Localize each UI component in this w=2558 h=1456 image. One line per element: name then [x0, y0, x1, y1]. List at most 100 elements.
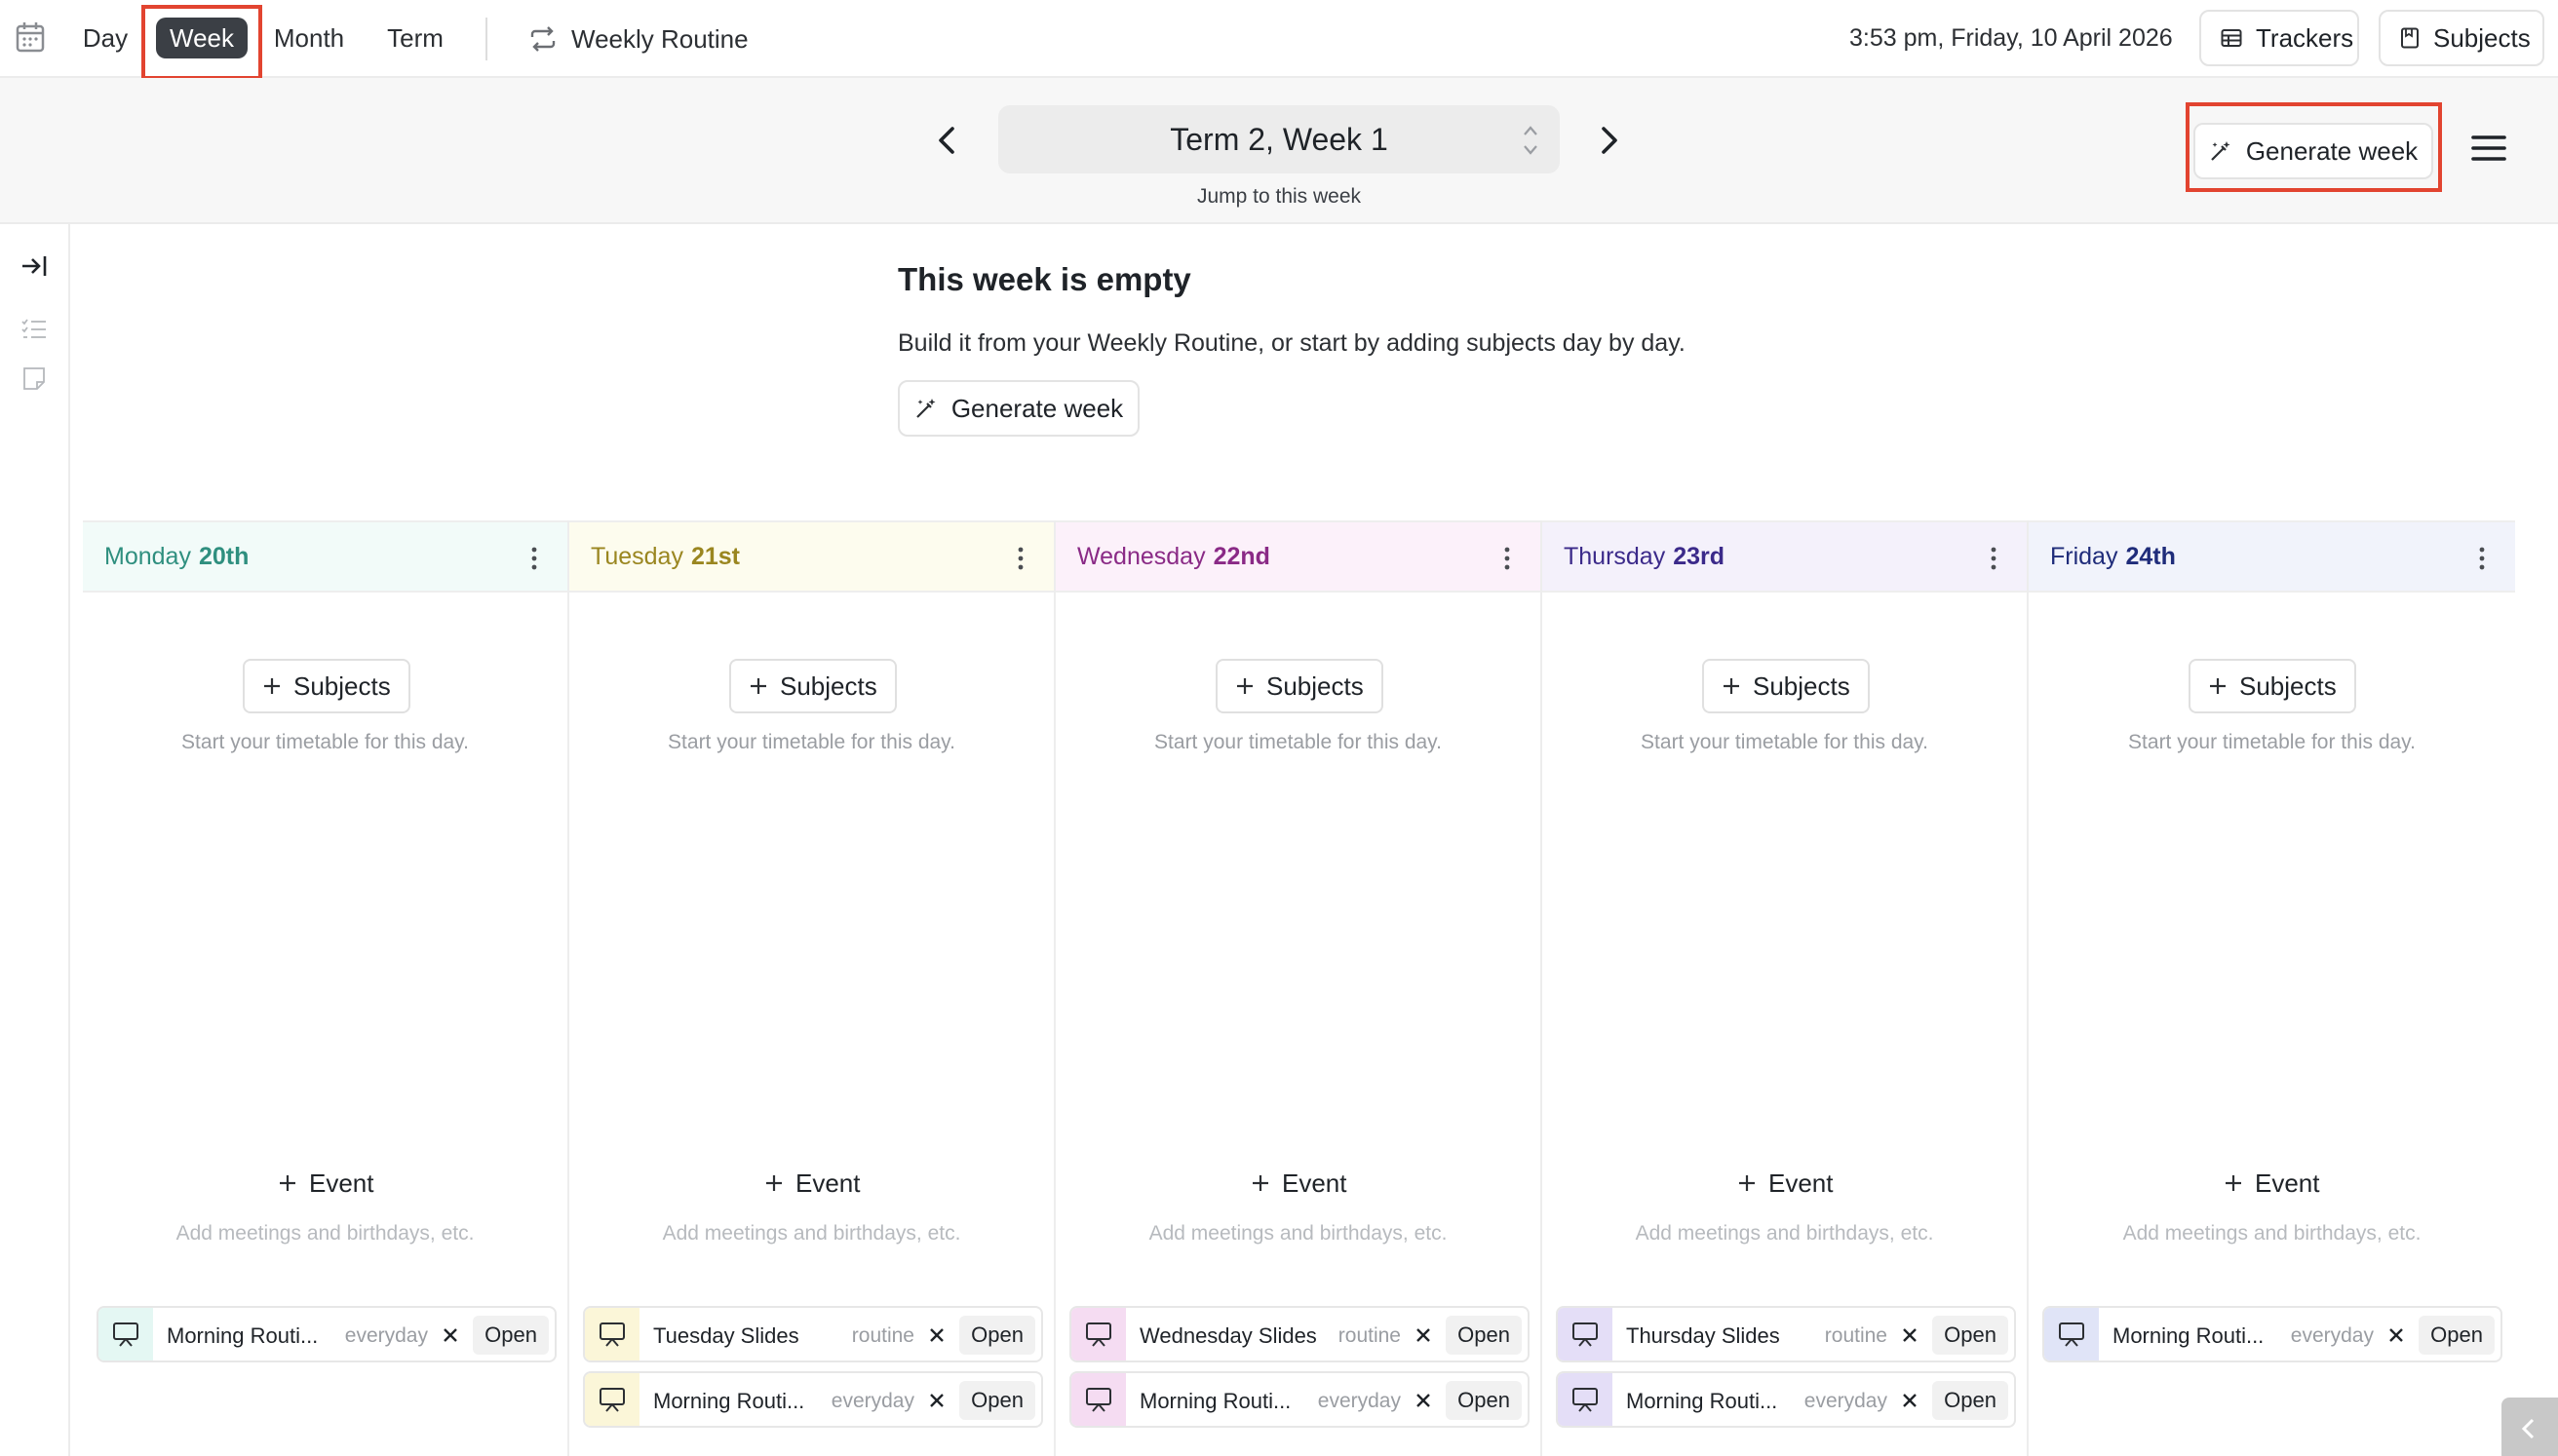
subjects-hint: Start your timetable for this day.	[1641, 731, 1928, 753]
day-name: Thursday	[1564, 542, 1666, 570]
add-subjects-button[interactable]: Subjects	[243, 659, 410, 713]
day-column-friday: Friday 24th Subjects Start your timetabl…	[2029, 520, 2515, 1456]
add-subjects-label: Subjects	[1753, 671, 1850, 701]
subjects-hint: Start your timetable for this day.	[181, 731, 469, 753]
day-options-kebab-icon[interactable]	[530, 546, 538, 571]
day-date: 20th	[198, 542, 250, 570]
event-hint: Add meetings and birthdays, etc.	[2122, 1222, 2422, 1245]
add-subjects-button[interactable]: Subjects	[1702, 659, 1870, 713]
add-event-button[interactable]: Event	[2224, 1164, 2320, 1203]
slide-tag: routine	[1824, 1324, 1887, 1347]
add-event-button[interactable]: Event	[1737, 1164, 1834, 1203]
presentation-icon	[585, 1373, 640, 1426]
nav-divider	[485, 18, 487, 60]
add-subjects-label: Subjects	[2239, 671, 2337, 701]
open-slide-button[interactable]: Open	[1446, 1381, 1522, 1420]
add-event-label: Event	[1282, 1168, 1347, 1198]
tab-term[interactable]: Term	[387, 23, 444, 53]
checklist-icon[interactable]	[19, 316, 49, 345]
open-slide-button[interactable]: Open	[2419, 1316, 2495, 1355]
trackers-button[interactable]: Trackers	[2199, 10, 2359, 66]
week-selector-label: Term 2, Week 1	[1170, 122, 1388, 157]
add-subjects-button[interactable]: Subjects	[729, 659, 897, 713]
collapse-panel-tab[interactable]	[2501, 1398, 2558, 1456]
note-icon[interactable]	[19, 364, 49, 394]
plus-icon	[1737, 1173, 1757, 1193]
week-selector[interactable]: Term 2, Week 1	[998, 105, 1560, 173]
weekly-routine-link[interactable]: Weekly Routine	[528, 18, 749, 60]
top-nav-bar: Day Week Month Term Weekly Routine 3:53 …	[0, 0, 2558, 80]
add-event-button[interactable]: Event	[1251, 1164, 1347, 1203]
day-name: Wednesday	[1077, 542, 1206, 570]
open-slide-button[interactable]: Open	[473, 1316, 549, 1355]
tab-week[interactable]: Week	[156, 18, 248, 58]
magic-wand-icon	[2209, 139, 2232, 163]
slide-card[interactable]: Wednesday Slides routine Open	[1069, 1306, 1530, 1362]
slide-title: Morning Routi...	[1140, 1389, 1292, 1413]
slide-card[interactable]: Morning Routi... everyday Open	[1069, 1371, 1530, 1428]
slide-card[interactable]: Thursday Slides routine Open	[1556, 1306, 2016, 1362]
day-name: Monday	[104, 542, 191, 570]
plus-icon	[1722, 676, 1741, 696]
remove-close-icon[interactable]	[2385, 1324, 2407, 1346]
next-week-chevron-icon[interactable]	[1587, 119, 1630, 162]
repeat-icon	[528, 26, 558, 52]
calendar-icon[interactable]	[16, 21, 45, 53]
day-column-wednesday: Wednesday 22nd Subjects Start your timet…	[1056, 520, 1542, 1456]
add-subjects-label: Subjects	[780, 671, 877, 701]
generate-week-button[interactable]: Generate week	[898, 380, 1140, 437]
slide-tag: everyday	[1317, 1390, 1401, 1412]
add-subjects-label: Subjects	[293, 671, 391, 701]
slide-tag: routine	[1337, 1324, 1401, 1347]
remove-close-icon[interactable]	[926, 1390, 948, 1411]
slide-card[interactable]: Tuesday Slides routine Open	[583, 1306, 1043, 1362]
remove-close-icon[interactable]	[1899, 1390, 1920, 1411]
remove-close-icon[interactable]	[1413, 1390, 1434, 1411]
jump-to-week-link[interactable]: Jump to this week	[1196, 185, 1362, 208]
subjects-hint: Start your timetable for this day.	[2128, 731, 2416, 753]
slide-tag: everyday	[344, 1324, 428, 1347]
plus-icon	[262, 676, 282, 696]
remove-close-icon[interactable]	[926, 1324, 948, 1346]
open-slide-button[interactable]: Open	[1932, 1381, 2008, 1420]
plus-icon	[2208, 676, 2228, 696]
subjects-button[interactable]: Subjects	[2379, 10, 2544, 66]
slide-title: Thursday Slides	[1626, 1323, 1780, 1348]
open-slide-button[interactable]: Open	[959, 1316, 1035, 1355]
remove-close-icon[interactable]	[440, 1324, 461, 1346]
add-event-label: Event	[1768, 1168, 1834, 1198]
slide-title: Morning Routi...	[167, 1323, 319, 1348]
previous-week-chevron-icon[interactable]	[926, 119, 969, 162]
tab-month[interactable]: Month	[273, 23, 345, 53]
day-options-kebab-icon[interactable]	[1503, 546, 1511, 571]
open-slide-button[interactable]: Open	[1932, 1316, 2008, 1355]
plus-icon	[278, 1173, 297, 1193]
open-slide-button[interactable]: Open	[1446, 1316, 1522, 1355]
open-slide-button[interactable]: Open	[959, 1381, 1035, 1420]
slide-title: Morning Routi...	[2112, 1323, 2265, 1348]
add-event-button[interactable]: Event	[764, 1164, 861, 1203]
slide-card[interactable]: Morning Routi... everyday Open	[1556, 1371, 2016, 1428]
day-options-kebab-icon[interactable]	[1017, 546, 1025, 571]
day-options-kebab-icon[interactable]	[2478, 546, 2486, 571]
day-header-friday: Friday 24th	[2029, 520, 2515, 593]
presentation-icon	[1558, 1373, 1612, 1426]
add-event-button[interactable]: Event	[278, 1164, 374, 1203]
remove-close-icon[interactable]	[1413, 1324, 1434, 1346]
event-hint: Add meetings and birthdays, etc.	[1148, 1222, 1448, 1245]
slide-card[interactable]: Morning Routi... everyday Open	[583, 1371, 1043, 1428]
day-column-thursday: Thursday 23rd Subjects Start your timeta…	[1542, 520, 2029, 1456]
add-subjects-button[interactable]: Subjects	[2189, 659, 2356, 713]
subjects-hint: Start your timetable for this day.	[668, 731, 955, 753]
menu-icon[interactable]	[2470, 133, 2507, 164]
remove-close-icon[interactable]	[1899, 1324, 1920, 1346]
plus-icon	[764, 1173, 784, 1193]
slide-card[interactable]: Morning Routi... everyday Open	[97, 1306, 557, 1362]
add-subjects-button[interactable]: Subjects	[1216, 659, 1383, 713]
tab-day[interactable]: Day	[82, 23, 129, 53]
generate-week-button-header[interactable]: Generate week	[2193, 123, 2433, 179]
day-options-kebab-icon[interactable]	[1990, 546, 1997, 571]
slide-card[interactable]: Morning Routi... everyday Open	[2042, 1306, 2502, 1362]
expand-sidebar-icon[interactable]	[19, 251, 49, 281]
plus-icon	[2224, 1173, 2243, 1193]
